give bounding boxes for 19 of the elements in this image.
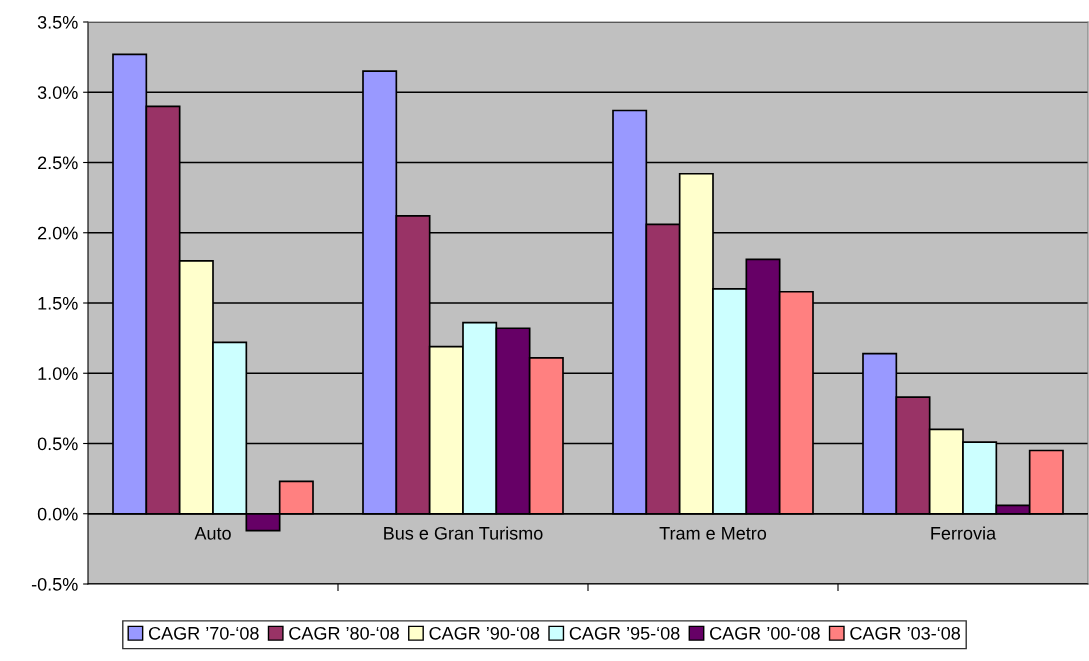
x-tick-label: Bus e Gran Turismo xyxy=(384,526,543,540)
legend-label: CAGR ’03-‘08 xyxy=(850,626,961,640)
legend-label: CAGR ’95-‘08 xyxy=(569,626,680,640)
y-tick-label: 0.0% xyxy=(37,507,78,521)
legend-label: CAGR ’80-‘08 xyxy=(289,626,399,640)
y-tick-label: 1.0% xyxy=(38,367,78,380)
y-tick-label: -0.5% xyxy=(31,577,78,591)
y-tick-label: 2.0% xyxy=(38,226,78,240)
x-tick-label: Auto xyxy=(194,527,231,540)
legend-label: CAGR ’70-‘08 xyxy=(148,626,259,640)
y-tick-label: 0.5% xyxy=(37,437,78,451)
y-tick-label: 2.5% xyxy=(38,156,78,170)
x-tick-label: Ferrovia xyxy=(931,526,997,540)
y-tick-label: 3.5% xyxy=(37,15,78,29)
y-tick-label: 1.5% xyxy=(38,297,78,310)
y-tick-label: 3.0% xyxy=(37,86,78,99)
legend-label: CAGR ’00-‘08 xyxy=(710,626,820,640)
x-tick-label: Tram e Metro xyxy=(659,527,767,540)
legend-label: CAGR ’90-‘08 xyxy=(429,626,540,640)
